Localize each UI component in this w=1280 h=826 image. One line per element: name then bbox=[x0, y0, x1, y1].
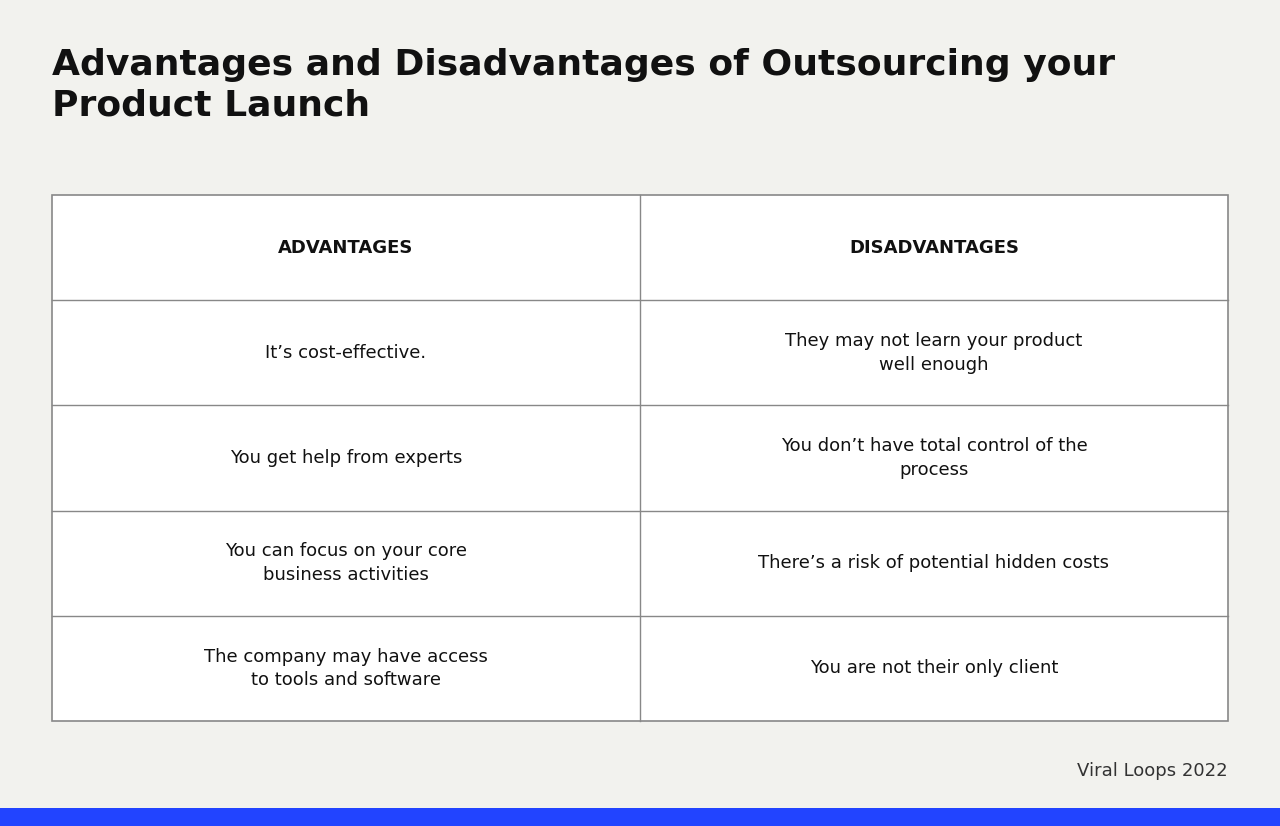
Text: ADVANTAGES: ADVANTAGES bbox=[278, 239, 413, 257]
Text: Advantages and Disadvantages of Outsourcing your
Product Launch: Advantages and Disadvantages of Outsourc… bbox=[52, 48, 1115, 123]
Text: You get help from experts: You get help from experts bbox=[230, 449, 462, 467]
Text: DISADVANTAGES: DISADVANTAGES bbox=[849, 239, 1019, 257]
Text: You don’t have total control of the
process: You don’t have total control of the proc… bbox=[781, 437, 1088, 479]
Text: You can focus on your core
business activities: You can focus on your core business acti… bbox=[225, 543, 467, 584]
Text: The company may have access
to tools and software: The company may have access to tools and… bbox=[204, 648, 488, 689]
Text: There’s a risk of potential hidden costs: There’s a risk of potential hidden costs bbox=[759, 554, 1110, 572]
Text: Viral Loops 2022: Viral Loops 2022 bbox=[1078, 762, 1228, 780]
Text: It’s cost-effective.: It’s cost-effective. bbox=[265, 344, 426, 362]
Text: They may not learn your product
well enough: They may not learn your product well eno… bbox=[786, 332, 1083, 373]
FancyBboxPatch shape bbox=[0, 808, 1280, 826]
FancyBboxPatch shape bbox=[52, 195, 1228, 721]
Text: You are not their only client: You are not their only client bbox=[810, 659, 1059, 677]
